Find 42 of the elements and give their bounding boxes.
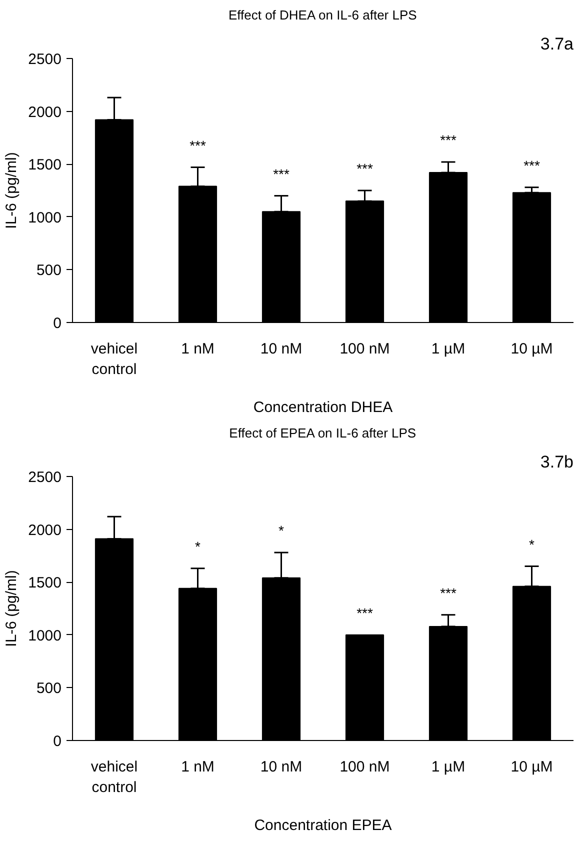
x-tick-label: 1 µM xyxy=(431,758,466,776)
y-axis-title: IL-6 (pg/ml) xyxy=(3,570,20,647)
x-tick-label: 100 nM xyxy=(340,340,390,358)
annotation: *** xyxy=(356,604,374,621)
y-tick-label: 500 xyxy=(36,680,62,698)
y-tick-label: 1500 xyxy=(28,574,62,592)
annotation: *** xyxy=(440,132,457,148)
x-tick-label: 10 µM xyxy=(510,758,553,776)
x-tick-label: 10 nM xyxy=(260,340,302,358)
text: 3.7b xyxy=(540,452,574,472)
y-tick-label: 500 xyxy=(36,262,62,280)
x-tick-label: 1 nM xyxy=(181,758,214,776)
chart-title: Effect of EPEA on IL-6 after LPS xyxy=(229,426,416,440)
y-tick-label: 2500 xyxy=(28,469,62,486)
annotation: * xyxy=(278,522,285,539)
text: 3.7a xyxy=(540,34,574,54)
annotation: *** xyxy=(190,137,206,154)
annotation: *** xyxy=(440,584,457,601)
annotation: * xyxy=(529,536,536,552)
y-tick-label: 1500 xyxy=(28,156,62,174)
y-tick-label: 0 xyxy=(53,315,62,332)
y-tick-label: 2000 xyxy=(28,522,62,539)
x-tick-label: vehicel control xyxy=(90,340,138,378)
y-tick-label: 2500 xyxy=(28,51,62,68)
x-tick-label: 1 nM xyxy=(181,340,214,358)
x-axis-title: Concentration DHEA xyxy=(253,398,393,416)
x-tick-label: 1 µM xyxy=(431,340,466,358)
annotation: *** xyxy=(273,166,290,182)
x-tick-label: vehicel control xyxy=(90,758,138,796)
x-tick-label: 100 nM xyxy=(340,758,390,776)
x-tick-label: 10 µM xyxy=(510,340,553,358)
x-tick-label: 10 nM xyxy=(260,758,302,776)
annotation: *** xyxy=(356,160,374,176)
chart-title: Effect of DHEA on IL-6 after LPS xyxy=(228,8,418,22)
annotation: *** xyxy=(524,157,540,174)
y-tick-label: 0 xyxy=(53,733,62,750)
y-axis-title: IL-6 (pg/ml) xyxy=(3,152,20,229)
y-tick-label: 1000 xyxy=(28,209,62,226)
y-tick-label: 1000 xyxy=(28,627,62,644)
x-axis-title: Concentration EPEA xyxy=(254,816,392,834)
y-tick-label: 2000 xyxy=(28,104,62,121)
annotation: * xyxy=(195,538,202,554)
